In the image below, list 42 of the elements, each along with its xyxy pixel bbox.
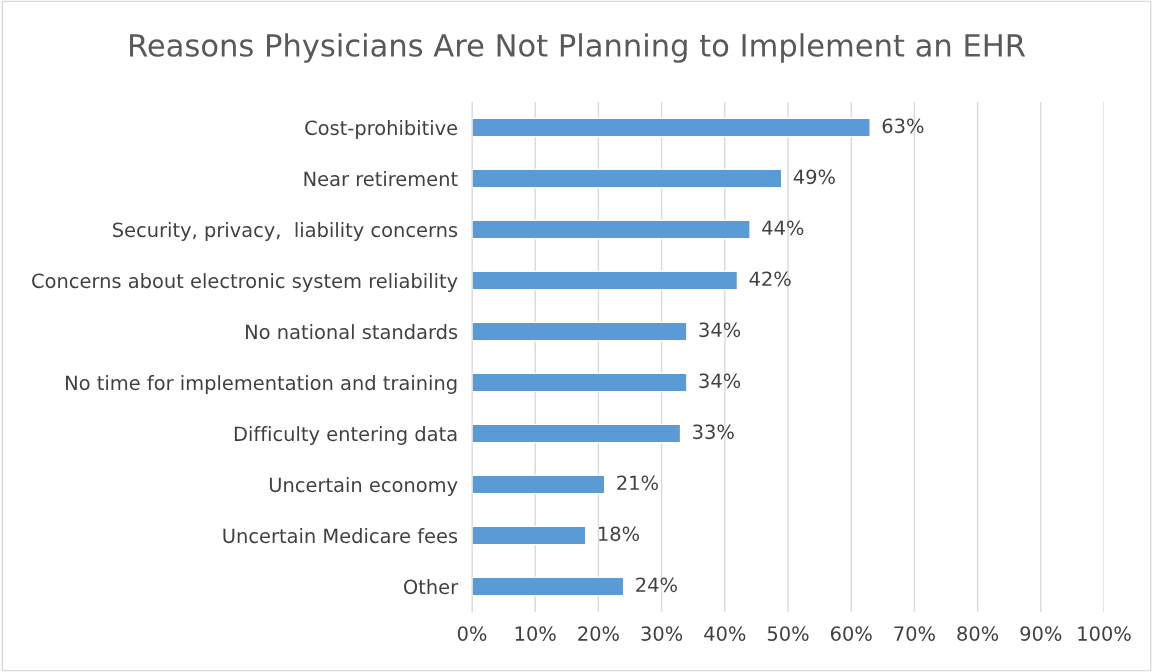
bar	[472, 525, 587, 546]
y-tick-label: Concerns about electronic system reliability	[32, 273, 458, 292]
chart-title: Reasons Physicians Are Not Planning to Implement an EHR	[130, 33, 1026, 63]
x-tick-label: 40%	[704, 626, 746, 641]
y-tick-label: Uncertain Medicare fees	[223, 528, 458, 544]
bar	[472, 168, 783, 189]
bar	[472, 321, 688, 342]
bar	[472, 219, 751, 240]
x-tick-label: 30%	[641, 626, 683, 641]
y-tick-label: Cost-prohibitive	[305, 120, 458, 139]
data-label: 21%	[617, 475, 658, 491]
data-label: 18%	[599, 526, 640, 542]
data-label: 49%	[793, 169, 835, 185]
x-tick-label: 20%	[578, 626, 619, 641]
y-tick-label: Difficulty entering data	[234, 426, 457, 445]
y-tick-label: No national standards	[246, 324, 458, 340]
data-label: 34%	[699, 322, 741, 338]
y-tick-label: No time for implementation and training	[66, 375, 457, 394]
bar	[472, 117, 871, 138]
data-label: 44%	[762, 220, 804, 236]
y-tick-label: Other	[403, 579, 459, 595]
y-tick-label: Security, privacy, liability concerns	[113, 222, 458, 241]
data-label: 34%	[699, 373, 741, 389]
data-label: 33%	[693, 424, 734, 440]
bar	[472, 372, 688, 393]
bar	[472, 576, 625, 597]
x-tick-label: 60%	[830, 626, 872, 641]
x-tick-label: 90%	[1020, 626, 1062, 641]
y-tick-label: Near retirement	[304, 171, 458, 187]
x-tick-label: 0%	[457, 626, 487, 641]
data-label: 42%	[749, 271, 791, 287]
data-label: 24%	[636, 577, 677, 593]
bar	[472, 423, 682, 444]
x-tick-label: 50%	[767, 626, 809, 641]
bar	[472, 474, 606, 495]
data-label: 63%	[882, 118, 924, 134]
x-tick-label: 80%	[957, 626, 999, 641]
x-tick-label: 10%	[515, 626, 556, 641]
x-tick-label: 100%	[1078, 626, 1131, 641]
x-tick-label: 70%	[894, 626, 935, 641]
y-tick-label: Uncertain economy	[269, 477, 458, 496]
bar	[472, 270, 739, 291]
